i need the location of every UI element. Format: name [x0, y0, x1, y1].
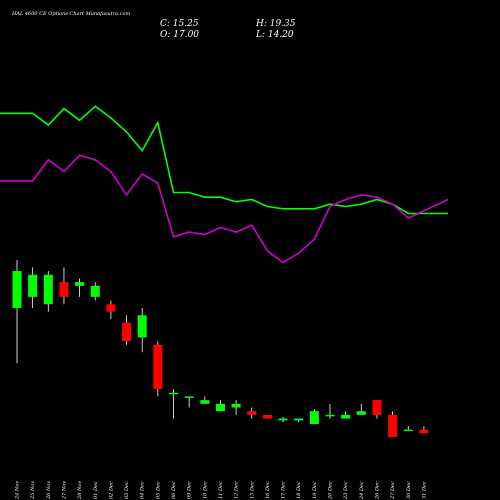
- candle-body: [200, 400, 210, 404]
- candle-body: [309, 411, 319, 425]
- candle: [169, 389, 178, 419]
- candle-body: [12, 271, 22, 308]
- candle-body: [215, 403, 225, 412]
- candle-body: [262, 414, 272, 419]
- x-tick-label: 28 Nov: [77, 481, 83, 500]
- x-tick-label: 30 Dec: [406, 481, 412, 499]
- x-tick-label: 26 Dec: [374, 481, 380, 500]
- indicator-line-1: [0, 105, 448, 215]
- candle: [388, 411, 398, 437]
- candle-body: [372, 400, 382, 415]
- candle: [215, 400, 225, 412]
- candle-body: [137, 315, 147, 338]
- candle: [372, 400, 382, 419]
- candle: [153, 341, 163, 397]
- open-readout: O: 17.00: [160, 30, 199, 40]
- x-tick-label: 27 Dec: [390, 481, 396, 500]
- candle: [356, 403, 366, 415]
- candle: [59, 267, 69, 305]
- candle: [200, 396, 210, 404]
- x-tick-label: 01 Dec: [93, 481, 99, 499]
- x-tick-label: 02 Dec: [108, 481, 114, 499]
- x-tick-label: 20 Dec: [328, 481, 334, 500]
- candle-body: [90, 285, 100, 297]
- x-tick-label: 04 Dec: [140, 481, 146, 499]
- candle-body: [106, 304, 116, 312]
- candle-body: [341, 414, 351, 419]
- x-tick-label: 17 Dec: [281, 481, 287, 499]
- candle-body: [169, 392, 178, 395]
- candle-body: [153, 344, 163, 390]
- indicator-line-2: [0, 154, 449, 264]
- candle: [403, 425, 413, 432]
- x-tick-label: 24 Nov: [15, 481, 21, 500]
- candle-body: [122, 322, 132, 342]
- candle-body: [294, 418, 304, 421]
- x-tick-label: 10 Dec: [202, 481, 208, 499]
- candle-body: [28, 274, 38, 297]
- candle-body: [278, 418, 288, 421]
- candle: [184, 396, 194, 408]
- x-tick-label: 23 Dec: [343, 481, 349, 500]
- chart-title: HAL 4600 CE Options Chart Munafasutra.co…: [11, 11, 131, 17]
- candle-body: [356, 411, 366, 415]
- x-tick-label: 18 Dec: [296, 481, 302, 499]
- x-tick-label: 05 Dec: [155, 481, 161, 499]
- candle: [341, 411, 351, 419]
- high-readout: H: 19.35: [255, 19, 296, 29]
- x-tick-label: 16 Dec: [265, 481, 271, 499]
- close-readout: C: 15.25: [160, 19, 199, 29]
- candle: [90, 282, 100, 301]
- x-tick-label: 27 Nov: [61, 481, 67, 500]
- candle-body: [388, 414, 398, 437]
- x-tick-label: 31 Dec: [421, 481, 427, 499]
- x-tick-label: 25 Nov: [30, 481, 36, 500]
- candle-body: [184, 396, 194, 398]
- indicator-lines: [0, 105, 449, 264]
- candle: [137, 307, 147, 353]
- candle-body: [403, 429, 413, 432]
- candle-body: [59, 282, 69, 297]
- low-readout: L: 14.20: [255, 30, 294, 40]
- candle: [262, 414, 272, 419]
- x-tick-label: 13 Dec: [249, 481, 255, 499]
- x-tick-label: 12 Dec: [234, 481, 240, 499]
- candle-body: [43, 274, 53, 305]
- x-tick-label: 09 Dec: [187, 481, 193, 499]
- candle-body: [231, 403, 241, 408]
- x-tick-label: 24 Dec: [359, 481, 365, 500]
- candle: [28, 267, 38, 308]
- candle-body: [247, 411, 257, 415]
- candle: [294, 418, 304, 423]
- x-tick-label: 26 Nov: [46, 481, 52, 500]
- x-tick-label: 11 Dec: [218, 481, 224, 499]
- candle: [247, 407, 257, 419]
- candle: [75, 278, 85, 297]
- candles: [12, 260, 429, 437]
- candle: [231, 400, 241, 415]
- candle-body: [325, 414, 335, 417]
- candle: [309, 409, 319, 425]
- x-tick-label: 06 Dec: [171, 481, 177, 499]
- x-tick-label: 03 Dec: [124, 481, 130, 499]
- candle-body: [75, 282, 85, 286]
- x-tick-label: 19 Dec: [312, 481, 318, 499]
- candle: [12, 260, 22, 364]
- candle: [106, 300, 116, 319]
- x-axis-ticks: 24 Nov 25 Nov 26 Nov 27 Nov 28 Nov 01 Dec 02 D…: [15, 481, 428, 500]
- candle: [43, 271, 53, 312]
- candle: [278, 416, 288, 423]
- candle-body: [419, 429, 429, 434]
- candle: [419, 425, 429, 434]
- candle: [122, 315, 132, 345]
- candle: [325, 403, 335, 419]
